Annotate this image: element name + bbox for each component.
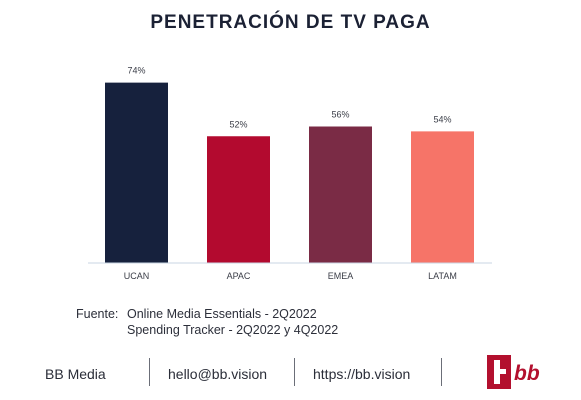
data-label-emea: 56%	[331, 110, 349, 120]
bar-latam	[411, 131, 474, 263]
data-label-ucan: 74%	[127, 66, 145, 76]
x-tick-label-ucan: UCAN	[124, 271, 150, 281]
footer-url-link[interactable]: https://bb.vision	[313, 366, 411, 382]
bars-group: 74% UCAN 52% APAC 56% EMEA 54% LATAM	[105, 66, 474, 281]
footer-divider	[441, 358, 442, 386]
bar-ucan	[105, 82, 168, 263]
chart-title: PENETRACIÓN DE TV PAGA	[150, 12, 431, 33]
x-tick-label-latam: LATAM	[428, 271, 457, 281]
footer-brand: BB Media	[45, 366, 106, 382]
source-line-2: Spending Tracker - 2Q2022 y 4Q2022	[127, 323, 339, 337]
bb-logo-text: bb	[514, 362, 540, 385]
bar-chart: 74% UCAN 52% APAC 56% EMEA 54% LATAM	[88, 66, 492, 281]
bar-emea	[309, 126, 372, 263]
footer-email-link[interactable]: hello@bb.vision	[168, 366, 268, 382]
source-note: Fuente: Online Media Essentials - 2Q2022…	[76, 306, 338, 338]
footer-divider	[149, 358, 150, 386]
data-label-apac: 52%	[229, 119, 247, 129]
footer-divider	[294, 358, 295, 386]
data-label-latam: 54%	[433, 114, 451, 124]
footer: BB Media hello@bb.vision https://bb.visi…	[0, 352, 581, 392]
source-prefix: Fuente:	[76, 307, 119, 321]
x-tick-label-apac: APAC	[227, 271, 251, 281]
x-tick-label-emea: EMEA	[328, 271, 354, 281]
bar-apac	[207, 136, 270, 263]
bb-logo-icon	[487, 355, 511, 389]
source-line-1: Online Media Essentials - 2Q2022	[127, 307, 317, 321]
